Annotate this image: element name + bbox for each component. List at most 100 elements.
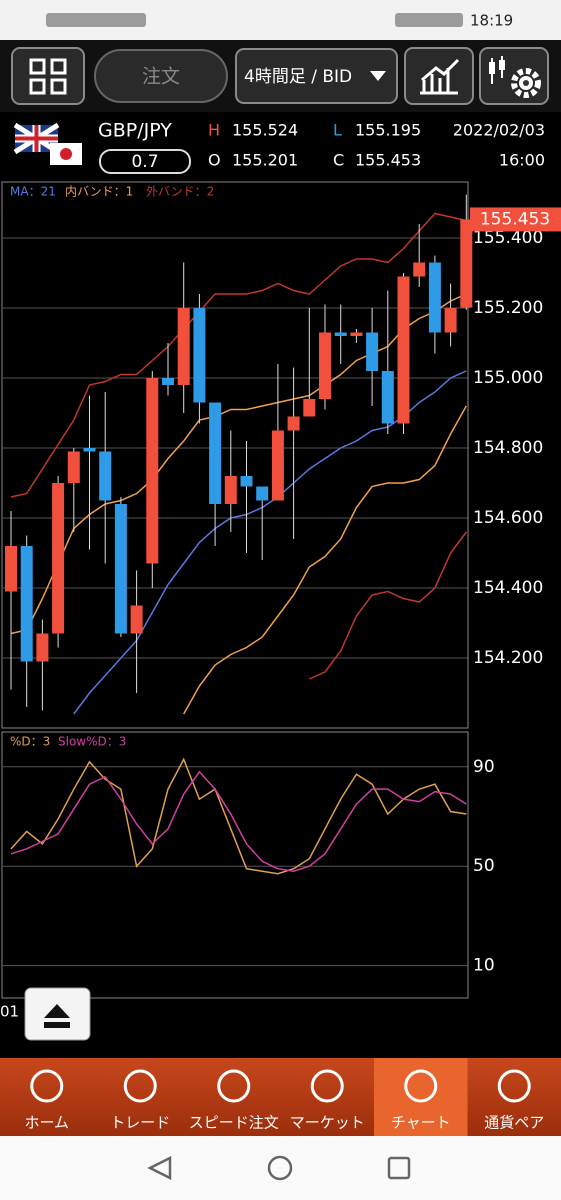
candle-body — [428, 262, 441, 333]
candle-body — [177, 308, 190, 385]
spread: 0.7 — [131, 152, 158, 172]
candle-body — [319, 332, 331, 399]
x-label: 01 — [0, 1003, 19, 1021]
oscillator-line — [10, 757, 467, 875]
high-value: 155.524 — [232, 121, 298, 140]
open-value: 155.201 — [232, 151, 298, 170]
candle-body — [193, 308, 206, 403]
back-button[interactable] — [147, 1155, 172, 1181]
last-price: 155.453 — [480, 209, 550, 229]
candle-body — [460, 219, 473, 308]
low-label: L — [333, 121, 342, 140]
chart-type-button[interactable] — [404, 47, 474, 105]
outer-band-legend: 外バンド：2 — [146, 185, 214, 199]
nav-label: トレード — [110, 1114, 170, 1132]
candle-body — [146, 378, 159, 564]
candle-body — [224, 476, 237, 504]
time: 16:00 — [499, 151, 545, 170]
nav-label: ホーム — [24, 1114, 69, 1132]
osc-tick-label: 50 — [473, 856, 495, 876]
timeframe-label: 4時間足 / BID — [244, 67, 352, 87]
y-tick-label: 155.400 — [473, 228, 543, 248]
ma-legend: MA：21 — [10, 185, 56, 199]
candle-body — [366, 332, 379, 371]
high-label: H — [208, 121, 220, 140]
menu-icon — [29, 58, 67, 95]
candle-body — [162, 378, 174, 385]
candle-body — [240, 476, 253, 487]
y-tick-label: 154.400 — [473, 578, 543, 598]
oscillator-line — [10, 770, 467, 872]
candle-body — [52, 483, 65, 634]
inner-band-legend: 内バンド：1 — [65, 185, 133, 199]
date: 2022/02/03 — [453, 121, 545, 140]
outer-band-lower — [308, 531, 467, 680]
candle-body — [287, 416, 300, 431]
candle-body — [99, 451, 112, 501]
candle-body — [350, 332, 363, 336]
outer-band-upper — [10, 212, 467, 498]
candle-body — [256, 486, 269, 501]
status-time: 18:19 — [470, 12, 513, 30]
candle-body — [334, 332, 347, 336]
close-label: C — [333, 151, 344, 170]
chart-type-icon — [420, 58, 460, 95]
settings-icon — [489, 56, 541, 98]
candle-body — [83, 448, 96, 452]
spread-box — [99, 149, 191, 174]
candle-body — [271, 430, 284, 501]
candle-body — [444, 308, 457, 333]
slow-d-legend: Slow%D：3 — [58, 735, 126, 749]
dropdown-arrow — [370, 71, 386, 81]
oscillator-panel — [1, 731, 469, 999]
recents-button[interactable] — [387, 1156, 411, 1180]
nav-icon — [217, 1069, 251, 1103]
y-tick-label: 154.200 — [473, 648, 543, 668]
d-legend: %D：3 — [10, 735, 50, 749]
candle-body — [114, 504, 127, 634]
symbol: GBP/JPY — [98, 120, 172, 142]
candle-body — [413, 262, 426, 277]
y-tick-label: 155.000 — [473, 368, 543, 388]
nav-icon — [310, 1069, 344, 1103]
collapse-icon — [44, 1004, 70, 1028]
candle-body — [67, 451, 80, 483]
candle-body — [381, 371, 394, 424]
nav-icon — [404, 1069, 438, 1103]
candle-body — [303, 399, 316, 417]
y-tick-label: 155.200 — [473, 298, 543, 318]
inner-band-lower — [183, 405, 467, 715]
candle-body — [20, 546, 33, 662]
nav-label: スピード注文 — [189, 1114, 279, 1132]
order-label: 注文 — [142, 66, 180, 88]
open-label: O — [208, 151, 221, 170]
low-value: 155.195 — [355, 121, 421, 140]
y-tick-label: 154.800 — [473, 438, 543, 458]
home-button[interactable] — [267, 1155, 293, 1181]
nav-label: 通貨ペア — [484, 1114, 544, 1132]
close-value: 155.453 — [355, 151, 421, 170]
osc-tick-label: 90 — [473, 757, 495, 777]
system-nav — [0, 1136, 561, 1200]
nav-icon — [30, 1069, 64, 1103]
osc-tick-label: 10 — [473, 956, 495, 976]
inner-band-upper — [10, 293, 467, 635]
status-icons — [46, 13, 463, 27]
nav-label: マーケット — [290, 1114, 365, 1132]
nav-label: チャート — [391, 1114, 451, 1132]
candle-body — [397, 276, 410, 424]
candle-body — [209, 402, 222, 504]
price-panel — [1, 181, 469, 729]
candle-body — [5, 546, 17, 592]
nav-icon — [497, 1069, 531, 1103]
candle-body — [36, 633, 49, 662]
order-button[interactable] — [94, 49, 228, 103]
menu-button[interactable] — [11, 47, 85, 105]
timeframe-dropdown[interactable] — [235, 48, 398, 104]
jp-flag — [50, 143, 82, 165]
y-tick-label: 154.600 — [473, 508, 543, 528]
candle-body — [130, 605, 143, 634]
nav-icon — [123, 1069, 157, 1103]
last-price-tag — [470, 207, 561, 232]
